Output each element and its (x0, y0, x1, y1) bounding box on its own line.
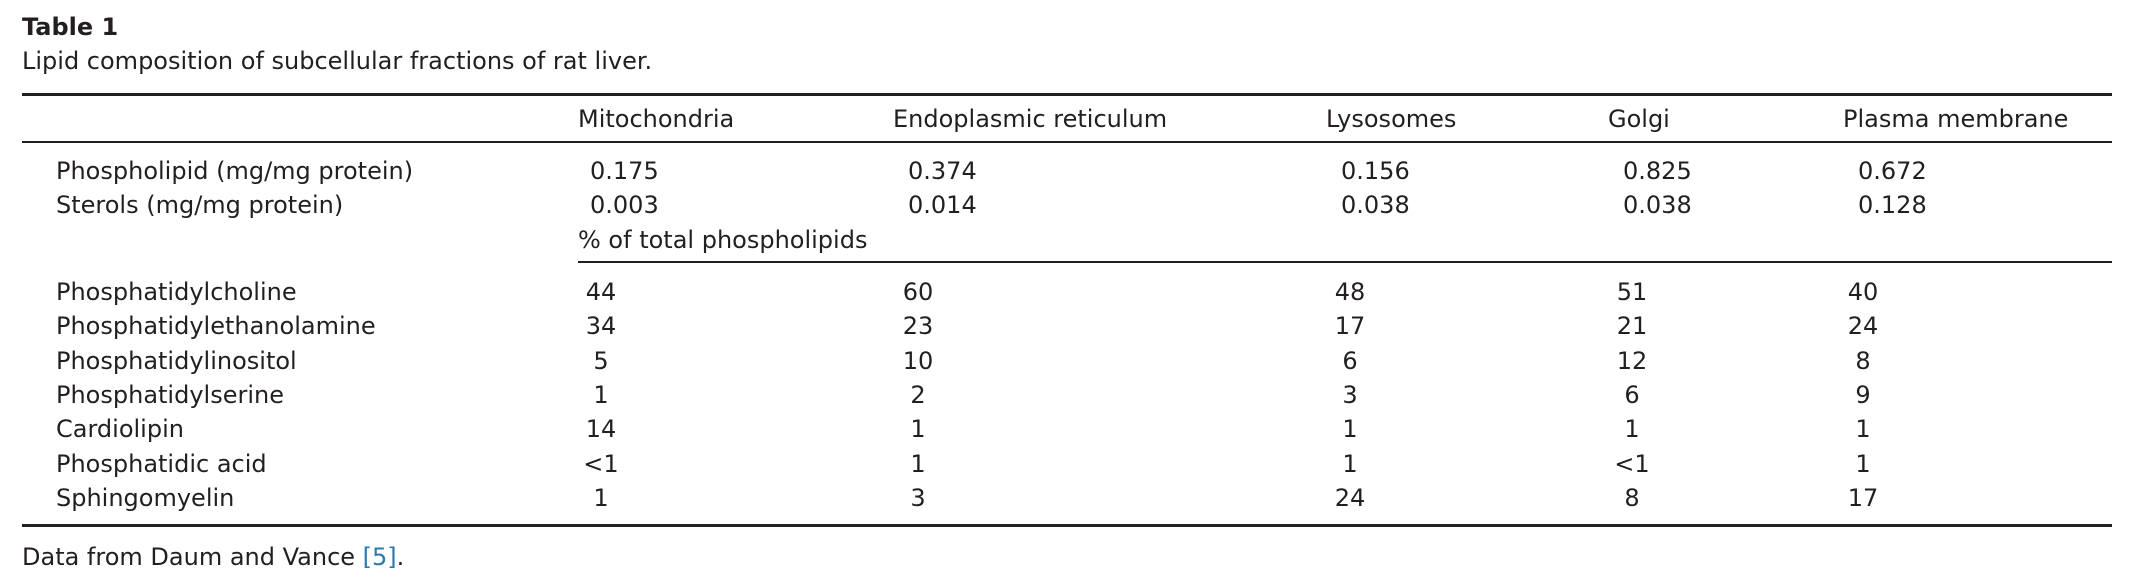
cell-phosphatidic-acid-mitochondria: <1 (583, 449, 619, 478)
cell-phosphatidic-acid-endoplasmic-reticulum: 1 (910, 449, 926, 478)
cell-phosphatidylcholine-mitochondria: 44 (585, 278, 617, 306)
cell-phosphatidylinositol-golgi: 12 (1616, 346, 1648, 375)
column-header-golgi: Golgi (1608, 105, 1670, 133)
column-header-lysosomes: Lysosomes (1326, 105, 1457, 133)
cell-phosphatidic-acid-plasma-membrane: 1 (1855, 449, 1871, 478)
column-header-plasma-membrane: Plasma membrane (1843, 105, 2069, 133)
reference-link[interactable]: [5] (362, 543, 397, 571)
cell-sphingomyelin-plasma-membrane: 17 (1847, 483, 1879, 512)
top-rule (22, 93, 2112, 96)
bottom-rule (22, 524, 2112, 527)
row-label-cardiolipin: Cardiolipin (56, 415, 184, 444)
cell-phospholipid-mg-mg-protein-golgi: 0.825 (1623, 157, 1692, 185)
cell-phosphatidylcholine-plasma-membrane: 40 (1847, 278, 1879, 306)
cell-sterols-mg-mg-protein-endoplasmic-reticulum: 0.014 (908, 191, 977, 219)
row-label-phospholipid-mg-mg-protein: Phospholipid (mg/mg protein) (56, 157, 414, 185)
cell-sterols-mg-mg-protein-lysosomes: 0.038 (1341, 191, 1410, 219)
cell-sphingomyelin-mitochondria: 1 (593, 483, 609, 512)
cell-phospholipid-mg-mg-protein-lysosomes: 0.156 (1341, 157, 1410, 185)
cell-sterols-mg-mg-protein-mitochondria: 0.003 (590, 191, 659, 219)
cell-phosphatidylethanolamine-lysosomes: 17 (1334, 312, 1366, 341)
cell-sterols-mg-mg-protein-golgi: 0.038 (1623, 191, 1692, 219)
row-label-phosphatidylcholine: Phosphatidylcholine (56, 278, 297, 306)
row-label-sterols-mg-mg-protein: Sterols (mg/mg protein) (56, 191, 344, 219)
cell-phosphatidylcholine-golgi: 51 (1616, 278, 1648, 306)
cell-phosphatidylserine-lysosomes: 3 (1342, 380, 1358, 409)
cell-cardiolipin-lysosomes: 1 (1342, 415, 1358, 444)
cell-cardiolipin-golgi: 1 (1624, 415, 1640, 444)
column-header-mitochondria: Mitochondria (578, 105, 735, 133)
section-rule (578, 261, 2112, 263)
cell-phosphatidylinositol-lysosomes: 6 (1342, 346, 1358, 375)
cell-phosphatidylserine-mitochondria: 1 (593, 380, 609, 409)
cell-phosphatidylcholine-lysosomes: 48 (1334, 278, 1366, 306)
cell-cardiolipin-mitochondria: 14 (585, 415, 617, 444)
cell-sphingomyelin-lysosomes: 24 (1334, 483, 1366, 512)
cell-phospholipid-mg-mg-protein-plasma-membrane: 0.672 (1858, 157, 1927, 185)
row-label-phosphatidylinositol: Phosphatidylinositol (56, 346, 297, 375)
cell-phosphatidylcholine-endoplasmic-reticulum: 60 (902, 278, 934, 306)
cell-phospholipid-mg-mg-protein-endoplasmic-reticulum: 0.374 (908, 157, 977, 185)
cell-phosphatidylethanolamine-mitochondria: 34 (585, 312, 617, 341)
cell-sphingomyelin-golgi: 8 (1624, 483, 1640, 512)
cell-phosphatidylethanolamine-golgi: 21 (1616, 312, 1648, 341)
footnote-text: Data from Daum and Vance (22, 543, 363, 571)
section-label: % of total phospholipids (578, 226, 868, 254)
cell-phospholipid-mg-mg-protein-mitochondria: 0.175 (590, 157, 659, 185)
row-label-phosphatidic-acid: Phosphatidic acid (56, 449, 267, 478)
cell-phosphatidylethanolamine-endoplasmic-reticulum: 23 (902, 312, 934, 341)
cell-phosphatidylinositol-mitochondria: 5 (593, 346, 609, 375)
header-rule (22, 141, 2112, 143)
cell-phosphatidylserine-plasma-membrane: 9 (1855, 380, 1871, 409)
table-caption-text: Lipid composition of subcellular fractio… (22, 47, 653, 75)
cell-phosphatidylserine-golgi: 6 (1624, 380, 1640, 409)
row-label-sphingomyelin: Sphingomyelin (56, 483, 235, 512)
footnote-period: . (396, 543, 405, 571)
row-label-phosphatidylethanolamine: Phosphatidylethanolamine (56, 312, 376, 341)
cell-phosphatidylinositol-plasma-membrane: 8 (1855, 346, 1871, 375)
cell-cardiolipin-endoplasmic-reticulum: 1 (910, 415, 926, 444)
cell-sphingomyelin-endoplasmic-reticulum: 3 (910, 483, 926, 512)
cell-phosphatidic-acid-lysosomes: 1 (1342, 449, 1358, 478)
table-footnote: Data from Daum and Vance [5]. (22, 542, 404, 572)
table-caption-title: Table 1 (22, 13, 119, 41)
cell-sterols-mg-mg-protein-plasma-membrane: 0.128 (1858, 191, 1927, 219)
cell-phosphatidylinositol-endoplasmic-reticulum: 10 (902, 346, 934, 375)
cell-phosphatidylethanolamine-plasma-membrane: 24 (1847, 312, 1879, 341)
column-header-endoplasmic-reticulum: Endoplasmic reticulum (893, 105, 1168, 133)
row-label-phosphatidylserine: Phosphatidylserine (56, 380, 284, 409)
cell-phosphatidylserine-endoplasmic-reticulum: 2 (910, 380, 926, 409)
cell-cardiolipin-plasma-membrane: 1 (1855, 415, 1871, 444)
cell-phosphatidic-acid-golgi: <1 (1614, 449, 1650, 478)
